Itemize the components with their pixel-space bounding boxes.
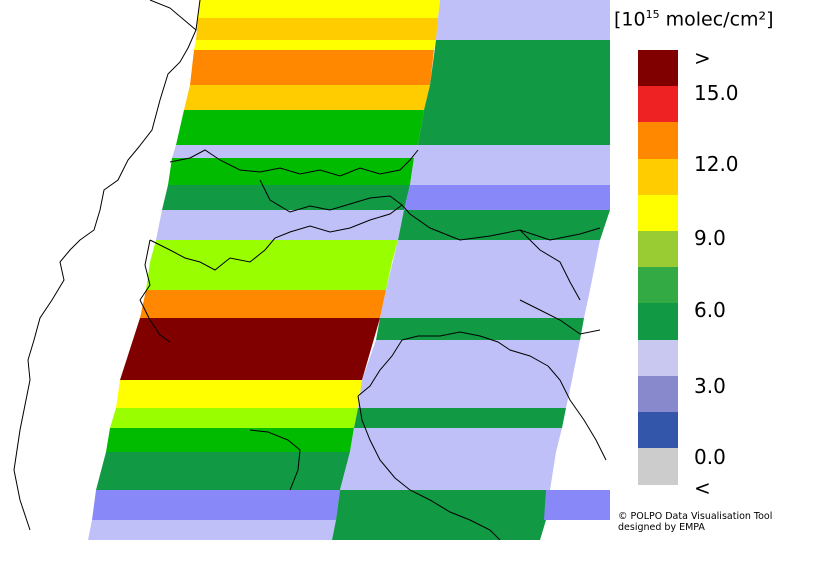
swath-pixel-east-10 <box>380 290 590 318</box>
swath-pixel-east-6 <box>410 158 610 185</box>
swath-pixel-east-12 <box>362 340 580 380</box>
swath-pixel-east-2 <box>430 40 610 85</box>
swath-pixel-west-14 <box>116 380 362 408</box>
swath-pixel-east-15 <box>350 428 562 452</box>
legend-swatch-4.5-6 <box>638 339 678 377</box>
credit-line-2: designed by EMPA <box>618 522 705 533</box>
swath-pixel-west-18 <box>92 490 340 520</box>
credit-line-1: © POLPO Data Visualisation Tool <box>618 511 773 522</box>
legend-unit-suffix: molec/cm²] <box>659 8 774 31</box>
swath-pixel-west-1 <box>196 18 438 40</box>
legend-label-3: 3.0 <box>694 374 726 398</box>
swath-pixel-west-5 <box>176 110 424 145</box>
credit-text: © POLPO Data Visualisation Tool designed… <box>618 511 772 533</box>
swath-pixel-west-0 <box>198 0 440 18</box>
swath-pixel-west-6 <box>172 145 418 158</box>
legend-label-6: 6.0 <box>694 298 726 322</box>
legend-label-0: 0.0 <box>694 445 726 469</box>
coastline-adriatic <box>547 365 607 461</box>
no2-column-map <box>13 0 610 540</box>
legend-swatch-15-16.5 <box>638 86 678 123</box>
swath-pixel-east-3 <box>424 85 610 110</box>
swath-pixel-east-5 <box>414 145 610 158</box>
coastline-tyrrhenian <box>357 395 501 540</box>
border-alps-north <box>169 149 419 177</box>
swath-pixel-west-4 <box>184 85 430 110</box>
swath-pixel-east-13 <box>358 380 572 408</box>
swath-pixel-east-7 <box>404 185 610 210</box>
border-france-switzerland <box>13 0 201 531</box>
legend-swatch-6-7.5 <box>638 303 678 341</box>
border-italy-slovenia <box>519 299 601 335</box>
swath-pixel-west-16 <box>106 428 354 452</box>
legend-label-12: 12.0 <box>694 152 739 176</box>
swath-pixel-east-9 <box>386 240 600 290</box>
swath-pixel-west-12 <box>140 290 386 318</box>
country-borders <box>13 0 607 540</box>
swath-pixel-west-10 <box>150 240 398 262</box>
swath-pixel-east-18 <box>544 490 610 520</box>
swath-pixel-west-8 <box>162 185 410 210</box>
swath-pixel-east-4 <box>418 110 610 145</box>
legend-swatch-12-13.5 <box>638 158 678 196</box>
border-switzerland-italy <box>149 204 601 271</box>
swath-pixel-east-0 <box>438 0 610 18</box>
legend-label-15: 15.0 <box>694 81 739 105</box>
border-italy-france <box>139 239 171 343</box>
legend-label-above: > <box>694 46 711 70</box>
legend-swatch-10.5-12 <box>638 194 678 232</box>
border-east <box>519 229 581 301</box>
swath-pixel-west-9 <box>156 210 404 240</box>
swath-pixel-west-3 <box>190 50 434 85</box>
border-switzerland-germany <box>149 0 197 31</box>
legend-swatch-9-10.5 <box>638 231 678 268</box>
swath-pixel-west-11 <box>146 262 392 290</box>
swath-pixel-east-16 <box>340 452 556 490</box>
swath-pixel-east-8 <box>398 210 610 240</box>
coastline-corsica <box>249 429 301 491</box>
swath-pixel-west-17 <box>96 452 350 490</box>
legend-unit-prefix: [10 <box>614 8 646 31</box>
legend-unit-exponent: 15 <box>645 8 660 21</box>
legend-swatch-above-max <box>638 50 678 87</box>
satellite-swaths <box>88 0 610 540</box>
swath-pixel-east-1 <box>436 18 610 40</box>
swath-pixel-east-11 <box>376 318 584 340</box>
swath-pixel-west-13 <box>120 318 380 380</box>
legend-swatch-3-4.5 <box>638 375 678 413</box>
legend-swatch-below-min <box>638 448 678 485</box>
swath-pixel-west-15 <box>110 408 358 428</box>
legend-label-9: 9.0 <box>694 226 726 250</box>
swath-pixel-west-19 <box>88 520 336 540</box>
legend-swatch-13.5-15 <box>638 122 678 160</box>
legend-title: [1015 molec/cm²] <box>614 8 774 30</box>
swath-pixel-east-19 <box>332 520 546 540</box>
swath-pixel-east-17 <box>336 490 550 520</box>
legend-label-below: < <box>694 476 711 500</box>
border-austria-italy <box>259 179 403 213</box>
swath-pixel-east-14 <box>354 408 566 428</box>
legend-swatch-1.5-3 <box>638 412 678 449</box>
coastline-liguria <box>357 331 549 397</box>
swath-pixel-west-2 <box>194 40 436 50</box>
legend-swatch-7.5-9 <box>638 267 678 304</box>
